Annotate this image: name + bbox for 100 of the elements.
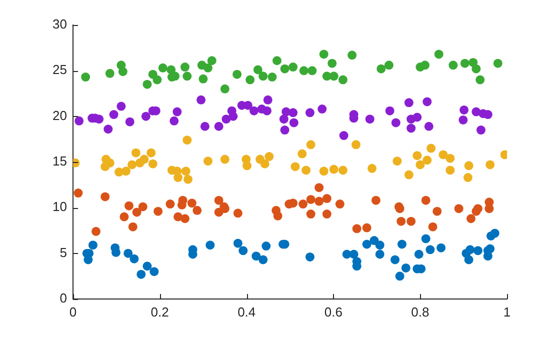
point	[375, 250, 384, 259]
point	[306, 194, 316, 204]
point	[120, 212, 129, 222]
point	[352, 224, 362, 234]
point	[131, 148, 140, 158]
point	[268, 72, 277, 82]
point	[349, 250, 358, 259]
point	[338, 166, 348, 175]
point	[196, 95, 206, 104]
point	[174, 173, 183, 182]
point	[280, 64, 290, 74]
point	[109, 110, 118, 120]
point	[141, 112, 150, 121]
point	[421, 234, 430, 244]
point	[493, 58, 502, 68]
y-tick-label: 25	[52, 62, 67, 78]
point	[288, 198, 298, 208]
point	[138, 202, 148, 212]
point	[258, 72, 268, 81]
point	[220, 154, 230, 164]
point	[464, 161, 474, 170]
point	[172, 107, 182, 116]
point	[446, 166, 455, 175]
point	[262, 242, 271, 251]
point	[203, 63, 212, 72]
point	[412, 112, 422, 122]
point	[180, 62, 190, 72]
point	[253, 65, 262, 74]
point	[414, 250, 424, 259]
point	[319, 50, 328, 59]
point	[258, 255, 268, 264]
x-tick-label: 0.8	[411, 304, 430, 320]
point	[146, 148, 156, 158]
point	[152, 75, 162, 84]
point	[207, 56, 216, 66]
point	[384, 60, 394, 70]
point	[362, 223, 372, 232]
point	[385, 106, 394, 116]
point	[406, 124, 416, 133]
point	[206, 240, 215, 250]
point	[128, 222, 138, 232]
point	[302, 166, 311, 175]
point	[279, 114, 288, 124]
point	[242, 161, 252, 170]
point	[448, 60, 458, 70]
point	[272, 56, 282, 66]
y-tick-label: 5	[60, 244, 67, 260]
point	[233, 238, 242, 248]
point	[390, 255, 400, 264]
point	[130, 254, 139, 264]
point	[249, 106, 258, 116]
point	[422, 156, 432, 165]
point	[314, 196, 324, 206]
point	[170, 116, 179, 126]
point	[132, 208, 142, 217]
point	[472, 64, 481, 74]
point	[328, 58, 337, 68]
x-tick-label: 0.6	[324, 304, 342, 320]
point	[395, 272, 404, 281]
point	[124, 201, 134, 210]
point	[446, 154, 455, 163]
point	[432, 206, 442, 216]
point	[298, 149, 307, 158]
point	[436, 243, 446, 252]
point	[365, 114, 374, 124]
point	[289, 118, 298, 128]
point	[222, 114, 231, 124]
point	[74, 188, 83, 198]
point	[464, 255, 474, 264]
point	[434, 50, 444, 59]
point	[182, 72, 192, 81]
point	[397, 240, 406, 249]
point	[121, 166, 130, 176]
point	[396, 216, 406, 226]
point	[88, 240, 98, 250]
point	[424, 122, 434, 131]
point	[406, 216, 416, 226]
point	[142, 262, 152, 271]
point	[466, 214, 476, 224]
point	[260, 159, 270, 168]
point	[233, 208, 242, 218]
point	[351, 140, 360, 150]
point	[158, 63, 168, 72]
point	[118, 67, 128, 76]
point	[81, 72, 90, 82]
x-tick-label: 0	[69, 304, 77, 320]
point	[466, 245, 475, 254]
point	[391, 118, 400, 128]
point	[392, 156, 402, 166]
point	[214, 122, 224, 131]
point	[375, 240, 384, 250]
point	[486, 244, 495, 254]
point	[154, 206, 163, 216]
point	[124, 248, 133, 258]
point	[362, 240, 372, 249]
point	[484, 204, 494, 214]
point	[335, 200, 344, 209]
point	[128, 160, 137, 170]
point	[339, 131, 348, 140]
point	[238, 246, 248, 256]
